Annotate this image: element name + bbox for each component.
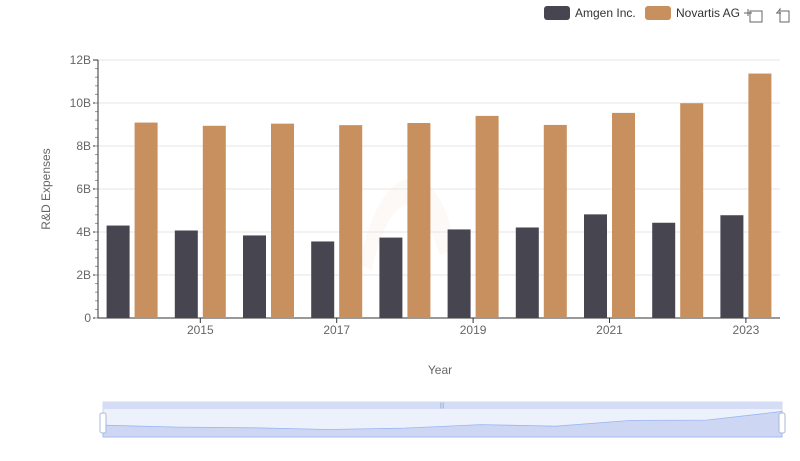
datazoom-top-bar[interactable] [103, 402, 782, 409]
legend-label-novartis: Novartis AG [676, 6, 740, 20]
bar-amgen-inc-2023[interactable] [720, 215, 744, 318]
bar-amgen-inc-2020[interactable] [515, 227, 539, 318]
y-tick-label: 0 [84, 311, 91, 325]
y-tick-label: 6B [76, 182, 91, 196]
bar-amgen-inc-2015[interactable] [174, 230, 198, 318]
x-tick-label: 2015 [187, 323, 214, 337]
bar-novartis-ag-2022[interactable] [680, 103, 704, 318]
bar-amgen-inc-2019[interactable] [447, 229, 471, 318]
y-tick-label: 2B [76, 268, 91, 282]
x-tick-labels: 2015 2017 2019 2021 2023 [187, 318, 760, 337]
bar-amgen-inc-2017[interactable] [311, 241, 335, 318]
bar-novartis-ag-2015[interactable] [202, 125, 226, 318]
legend-swatch-amgen [544, 6, 570, 20]
bar-amgen-inc-2016[interactable] [243, 235, 266, 318]
y-axis-title: R&D Expenses [39, 148, 53, 229]
watermark-logo [360, 178, 455, 270]
bar-novartis-ag-2017[interactable] [339, 125, 363, 319]
bar-novartis-ag-2018[interactable] [407, 122, 431, 319]
bar-novartis-ag-2023[interactable] [748, 73, 772, 318]
bar-amgen-inc-2022[interactable] [652, 222, 676, 318]
legend-item-novartis[interactable]: Novartis AG [645, 6, 740, 20]
datazoom-move-grip[interactable]: ||| [440, 403, 445, 409]
bars [106, 73, 772, 319]
x-axis-title: Year [428, 363, 452, 377]
bar-novartis-ag-2019[interactable] [475, 115, 499, 319]
zoom-icon[interactable] [744, 9, 763, 23]
bar-novartis-ag-2016[interactable] [271, 123, 294, 318]
x-tick-label: 2023 [733, 323, 760, 337]
x-tick-label: 2017 [323, 323, 350, 337]
bar-amgen-inc-2021[interactable] [584, 214, 607, 318]
datazoom-preview-area [102, 411, 783, 438]
bar-amgen-inc-2018[interactable] [379, 237, 403, 318]
y-tick-label: 12B [70, 53, 91, 67]
x-tick-label: 2019 [460, 323, 487, 337]
datazoom-slider[interactable]: ||| [99, 401, 786, 438]
y-tick-label: 10B [70, 96, 91, 110]
y-tick-labels: 0 2B 4B 6B 8B 10B 12B [70, 53, 92, 325]
datazoom-handle-left[interactable] [99, 412, 107, 434]
datazoom-handle-right[interactable] [778, 412, 786, 434]
bar-novartis-ag-2014[interactable] [134, 122, 158, 318]
bar-novartis-ag-2020[interactable] [543, 124, 567, 319]
y-tick-label: 4B [76, 225, 91, 239]
zoom-reset-icon[interactable] [776, 7, 790, 23]
bar-novartis-ag-2021[interactable] [612, 112, 635, 318]
x-tick-label: 2021 [596, 323, 623, 337]
legend-label-amgen: Amgen Inc. [575, 6, 636, 20]
y-tick-label: 8B [76, 139, 91, 153]
legend-item-amgen[interactable]: Amgen Inc. [544, 6, 636, 20]
legend: Amgen Inc. Novartis AG [544, 6, 740, 20]
bar-amgen-inc-2014[interactable] [106, 225, 130, 318]
legend-swatch-novartis [645, 6, 671, 20]
